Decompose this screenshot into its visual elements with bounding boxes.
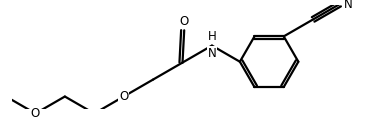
Text: O: O	[119, 90, 128, 103]
Text: N: N	[207, 47, 216, 60]
Text: O: O	[180, 15, 189, 28]
Text: H: H	[207, 30, 216, 43]
Text: O: O	[31, 107, 40, 117]
Text: N: N	[344, 0, 353, 11]
